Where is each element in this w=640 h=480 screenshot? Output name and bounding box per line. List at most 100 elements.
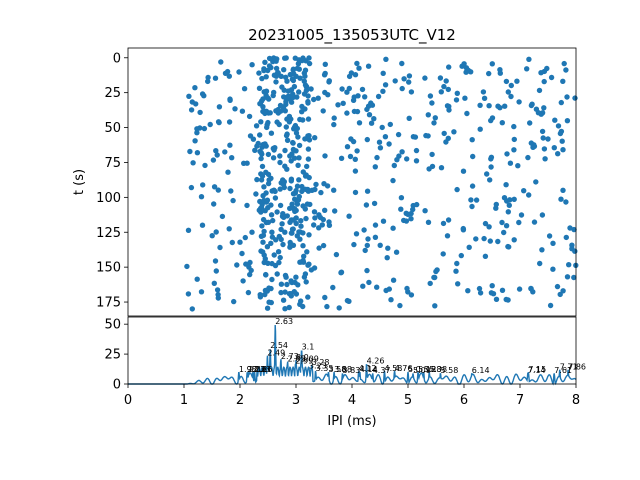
- scatter-point: [344, 110, 350, 116]
- scatter-point: [248, 267, 254, 274]
- scatter-point: [354, 60, 360, 67]
- scatter-point: [511, 123, 517, 130]
- ipi-line: [128, 324, 577, 386]
- scatter-point: [497, 70, 503, 76]
- scatter-point: [312, 215, 318, 221]
- scatter-point: [427, 280, 433, 287]
- scatter-point: [446, 64, 452, 70]
- scatter-point: [254, 176, 260, 183]
- scatter-point: [554, 283, 561, 290]
- scatter-point: [263, 272, 269, 278]
- scatter-point: [477, 126, 483, 132]
- scatter-point: [364, 267, 370, 274]
- scatter-point: [305, 100, 311, 106]
- scatter-point: [385, 245, 391, 251]
- scatter-point: [315, 95, 321, 101]
- scatter-point: [387, 121, 393, 128]
- scatter-point: [297, 259, 303, 265]
- scatter-point: [499, 287, 506, 293]
- scatter-y-label: t (s): [72, 169, 87, 195]
- scatter-point: [304, 201, 311, 207]
- scatter-point: [231, 298, 237, 305]
- scatter-point: [290, 139, 296, 146]
- scatter-point: [312, 135, 318, 141]
- scatter-point: [393, 249, 400, 255]
- scatter-point: [271, 252, 277, 258]
- scatter-point: [380, 70, 386, 77]
- scatter-point: [262, 291, 268, 298]
- scatter-point: [270, 155, 277, 161]
- scatter-point: [265, 180, 272, 187]
- scatter-point: [264, 124, 270, 131]
- scatter-point: [308, 267, 315, 273]
- scatter-point: [280, 181, 287, 188]
- scatter-point: [215, 291, 221, 298]
- scatter-point: [318, 189, 324, 196]
- scatter-point: [322, 294, 328, 301]
- scatter-point: [264, 244, 271, 250]
- scatter-point: [290, 146, 297, 153]
- scatter-point: [194, 150, 201, 156]
- scatter-point: [278, 289, 284, 296]
- scatter-point: [305, 156, 312, 162]
- peak-label: 2.26: [255, 365, 273, 374]
- scatter-point: [563, 234, 569, 241]
- scatter-point: [431, 120, 437, 126]
- scatter-point: [202, 162, 208, 169]
- scatter-point: [296, 229, 302, 235]
- scatter-point: [211, 201, 217, 207]
- scatter-point: [499, 120, 505, 126]
- scatter-point: [352, 168, 359, 174]
- scatter-point: [219, 213, 226, 220]
- scatter-point: [209, 233, 215, 239]
- scatter-point: [399, 149, 405, 155]
- scatter-point: [356, 120, 363, 126]
- scatter-point: [364, 242, 370, 249]
- scatter-point: [320, 108, 326, 114]
- scatter-point: [260, 108, 266, 115]
- scatter-point: [288, 178, 294, 184]
- scatter-point: [555, 151, 561, 157]
- scatter-point: [222, 149, 228, 155]
- scatter-point: [254, 143, 260, 149]
- scatter-point: [278, 226, 284, 233]
- scatter-point: [317, 214, 324, 221]
- scatter-point: [462, 95, 468, 101]
- scatter-point: [503, 223, 510, 229]
- scatter-point: [364, 106, 370, 113]
- scatter-point: [244, 202, 250, 209]
- scatter-point: [493, 205, 499, 211]
- scatter-point: [285, 88, 291, 94]
- scatter-point: [539, 212, 546, 218]
- scatter-point: [505, 89, 511, 95]
- scatter-point: [293, 274, 299, 280]
- scatter-point: [564, 118, 571, 124]
- scatter-point: [525, 154, 531, 161]
- scatter-point: [332, 208, 338, 214]
- scatter-point: [541, 146, 548, 152]
- scatter-point: [413, 158, 420, 164]
- scatter-point: [511, 136, 517, 143]
- y-tick-label: 125: [96, 226, 121, 241]
- scatter-point: [364, 136, 370, 143]
- scatter-point: [305, 294, 311, 300]
- scatter-point: [538, 70, 544, 76]
- scatter-point: [401, 76, 407, 82]
- scatter-point: [243, 261, 249, 267]
- scatter-point: [555, 123, 562, 129]
- peak-label: 2.85: [288, 354, 306, 363]
- scatter-point: [386, 286, 392, 292]
- scatter-point: [299, 183, 305, 190]
- scatter-point: [567, 225, 573, 231]
- scatter-point: [541, 105, 547, 111]
- scatter-point: [338, 155, 345, 161]
- scatter-point: [302, 82, 309, 88]
- histogram-y-ticks: 0 25 50: [104, 318, 128, 393]
- scatter-point: [258, 204, 265, 211]
- scatter-point: [563, 199, 569, 205]
- scatter-point: [296, 177, 302, 183]
- scatter-frame: [127, 47, 577, 317]
- scatter-point: [210, 157, 217, 163]
- scatter-point: [260, 249, 266, 255]
- scatter-point: [303, 215, 309, 222]
